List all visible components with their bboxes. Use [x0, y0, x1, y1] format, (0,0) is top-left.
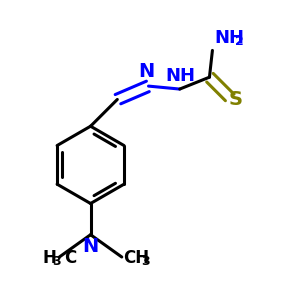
Text: H: H: [43, 250, 56, 268]
Text: 3: 3: [141, 255, 150, 268]
Text: C: C: [64, 250, 76, 268]
Text: NH: NH: [214, 29, 244, 47]
Text: N: N: [82, 237, 99, 256]
Text: NH: NH: [165, 67, 195, 85]
Text: 2: 2: [235, 35, 244, 48]
Text: N: N: [138, 62, 154, 81]
Text: CH: CH: [123, 250, 149, 268]
Text: 3: 3: [52, 255, 61, 268]
Text: S: S: [229, 90, 243, 109]
